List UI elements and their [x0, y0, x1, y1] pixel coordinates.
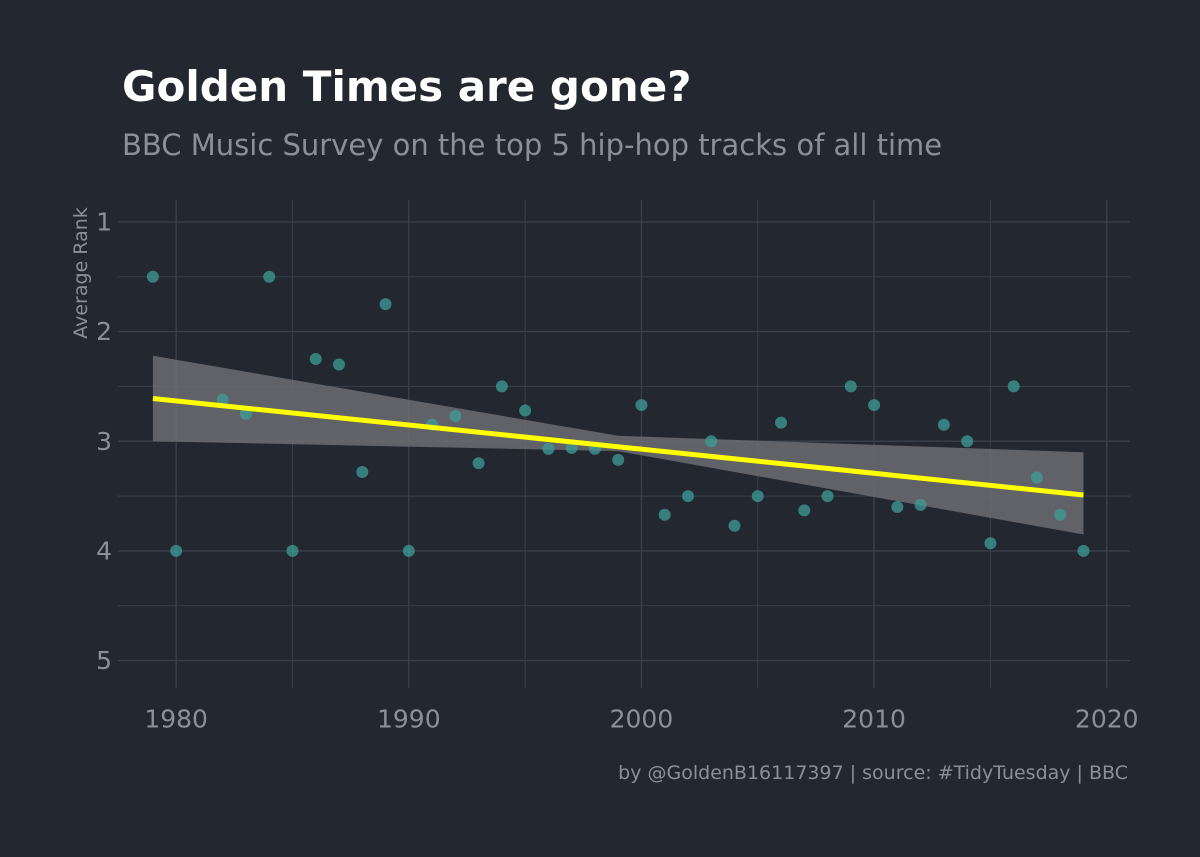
grid — [118, 200, 1130, 688]
x-tick-label: 2020 — [1075, 704, 1139, 733]
x-axis-ticks: 1980 1990 2000 2010 2020 — [144, 704, 1138, 733]
data-point — [542, 442, 555, 455]
data-point — [333, 358, 346, 371]
data-point — [728, 519, 741, 532]
data-point — [844, 380, 857, 393]
data-point — [286, 544, 299, 557]
data-point — [379, 298, 392, 311]
data-point — [658, 508, 671, 521]
data-point — [868, 399, 881, 412]
x-tick-label: 1980 — [144, 704, 208, 733]
y-tick-label: 4 — [96, 536, 112, 565]
x-tick-label: 2010 — [842, 704, 906, 733]
data-point — [914, 498, 927, 511]
data-point — [705, 435, 718, 448]
y-axis-title: Average Rank — [70, 207, 92, 339]
y-tick-label: 1 — [96, 207, 112, 236]
data-point — [170, 544, 183, 557]
data-point — [449, 410, 462, 423]
data-point — [402, 544, 415, 557]
data-point — [263, 270, 276, 283]
data-point — [1054, 508, 1067, 521]
data-point — [495, 380, 508, 393]
data-point — [937, 418, 950, 431]
x-tick-label: 1990 — [377, 704, 441, 733]
data-point — [961, 435, 974, 448]
data-point — [1030, 471, 1043, 484]
data-point — [356, 465, 369, 478]
data-point — [984, 537, 997, 550]
data-point — [775, 416, 788, 429]
data-point — [472, 457, 485, 470]
data-point — [751, 490, 764, 503]
trend-line-layer — [152, 396, 1084, 498]
data-point — [635, 399, 648, 412]
data-point — [821, 490, 834, 503]
y-tick-label: 5 — [96, 646, 112, 675]
data-point — [612, 453, 625, 466]
data-point — [1077, 544, 1090, 557]
chart-title: Golden Times are gone? — [122, 62, 692, 111]
data-point — [1007, 380, 1020, 393]
data-point — [146, 270, 159, 283]
chart-caption: by @GoldenB16117397 | source: #TidyTuesd… — [618, 762, 1128, 784]
chart-subtitle: BBC Music Survey on the top 5 hip-hop tr… — [122, 128, 943, 162]
data-point — [216, 393, 229, 406]
data-point — [565, 441, 578, 454]
y-tick-label: 3 — [96, 427, 112, 456]
data-point — [891, 501, 904, 514]
data-point — [519, 404, 532, 417]
data-point — [798, 504, 811, 517]
y-tick-label: 2 — [96, 317, 112, 346]
y-axis-ticks: 1 2 3 4 5 — [96, 207, 112, 675]
x-tick-label: 2000 — [610, 704, 674, 733]
data-point — [681, 490, 694, 503]
trend-line — [152, 396, 1084, 498]
data-point — [309, 353, 322, 366]
